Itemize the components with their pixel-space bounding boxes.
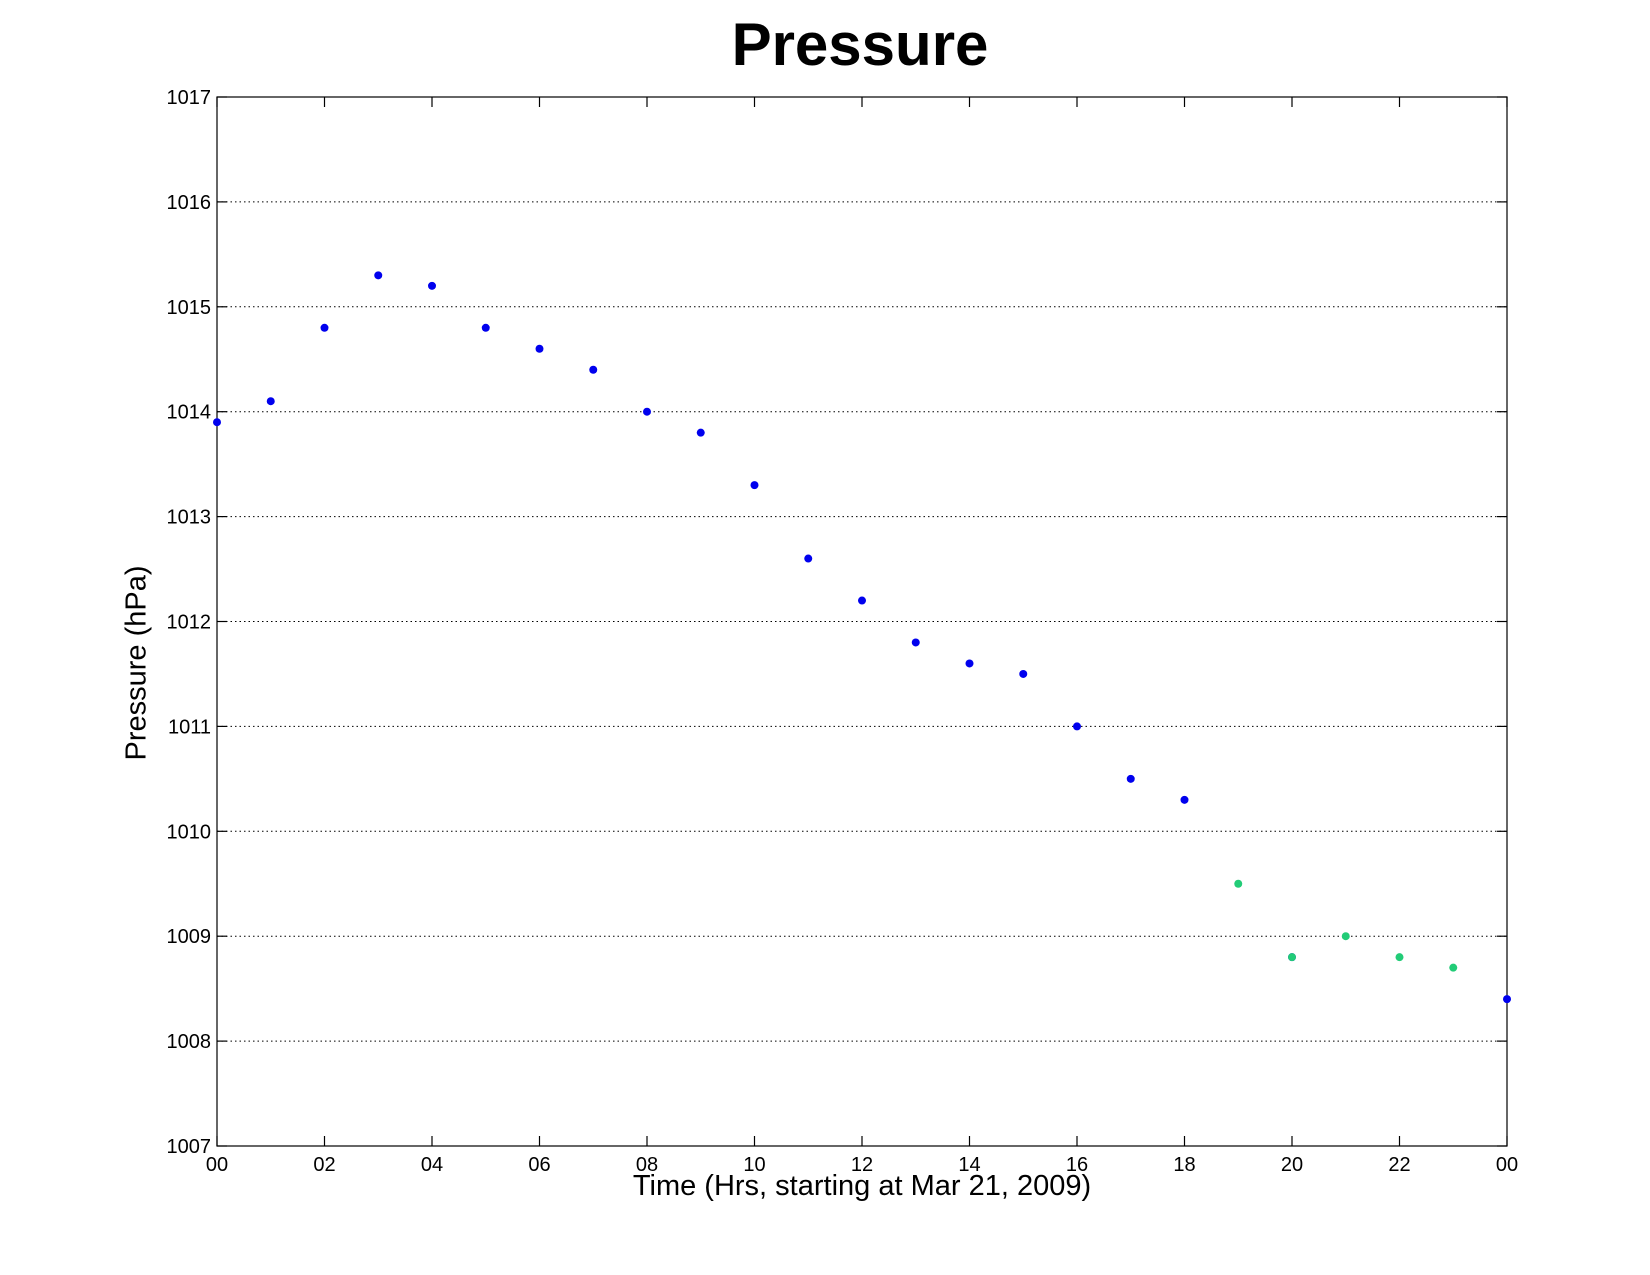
data-point-series2 <box>1449 963 1458 972</box>
grid-lines <box>217 201 1507 1042</box>
x-tick-label: 18 <box>1173 1154 1195 1176</box>
data-point-series1 <box>374 271 383 280</box>
data-point-series1 <box>1073 722 1081 731</box>
x-tick-label: 02 <box>313 1154 335 1176</box>
data-point-series1 <box>1180 795 1189 804</box>
data-points <box>213 271 1511 1004</box>
x-tick-label: 06 <box>528 1154 550 1176</box>
data-point-series2 <box>1288 953 1296 962</box>
data-point-series1 <box>804 554 813 563</box>
data-point-series2 <box>1234 879 1243 888</box>
y-axis-ticks: 1007 1008 1009 1010 1011 1012 1013 1014 1015 1016… <box>167 87 1507 1158</box>
data-point-series1 <box>643 407 651 416</box>
data-point-series1 <box>589 365 598 374</box>
data-point-series1 <box>320 323 329 332</box>
data-point-series1 <box>535 344 544 353</box>
data-point-series1 <box>1019 669 1028 678</box>
data-point-series1 <box>858 596 866 605</box>
data-point-series1 <box>1503 995 1511 1004</box>
y-tick-label: 1015 <box>167 297 212 319</box>
y-tick-label: 1014 <box>167 402 212 424</box>
chart-title: Pressure <box>731 11 989 78</box>
y-tick-label: 1013 <box>167 507 212 529</box>
data-point-series1 <box>266 397 275 406</box>
y-tick-label: 1012 <box>167 612 212 634</box>
x-tick-label: 12 <box>851 1154 873 1176</box>
data-point-series1 <box>1126 774 1135 783</box>
x-axis-ticks: 00 02 04 06 08 10 12 14 16 18 20 22 00 <box>206 97 1518 1176</box>
y-tick-label: 1010 <box>167 821 212 843</box>
data-point-series1 <box>965 659 974 668</box>
y-tick-label: 1007 <box>167 1136 212 1158</box>
data-point-series1 <box>428 281 436 290</box>
data-point-series1 <box>911 638 920 647</box>
y-tick-label: 1017 <box>167 87 212 109</box>
x-tick-label: 00 <box>1496 1154 1518 1176</box>
x-tick-label: 08 <box>636 1154 658 1176</box>
data-point-series2 <box>1341 932 1350 941</box>
data-point-series1 <box>213 418 221 427</box>
x-tick-label: 16 <box>1066 1154 1088 1176</box>
x-tick-label: 10 <box>743 1154 765 1176</box>
y-tick-label: 1009 <box>167 926 212 948</box>
x-tick-label: 22 <box>1388 1154 1410 1176</box>
x-tick-label: 20 <box>1281 1154 1303 1176</box>
y-tick-label: 1008 <box>167 1031 212 1053</box>
x-tick-label: 04 <box>421 1154 443 1176</box>
x-axis-label: Time (Hrs, starting at Mar 21, 2009) <box>632 1170 1092 1202</box>
x-tick-label: 14 <box>958 1154 980 1176</box>
y-axis-label: Pressure (hPa) <box>120 565 153 761</box>
y-tick-label: 1016 <box>167 192 212 214</box>
y-tick-label: 1011 <box>168 716 211 738</box>
data-point-series1 <box>481 323 490 332</box>
data-point-series2 <box>1395 953 1404 962</box>
data-point-series1 <box>696 428 705 437</box>
data-point-series1 <box>750 481 759 490</box>
x-tick-label: 00 <box>206 1154 228 1176</box>
